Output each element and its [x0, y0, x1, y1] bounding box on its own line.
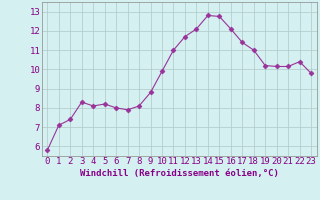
X-axis label: Windchill (Refroidissement éolien,°C): Windchill (Refroidissement éolien,°C) — [80, 169, 279, 178]
